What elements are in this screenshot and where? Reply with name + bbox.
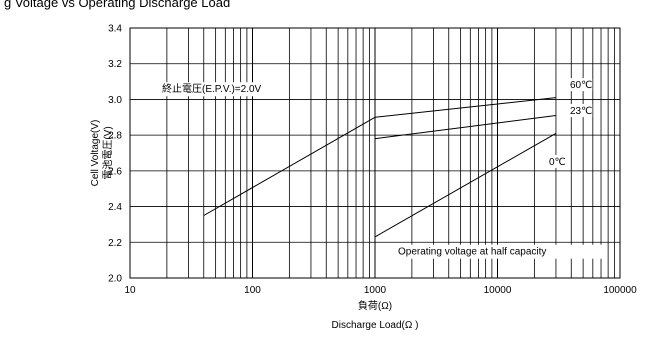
operating-annotation: Operating voltage at half capacity	[398, 247, 546, 258]
series-label-60c: 60℃	[570, 80, 592, 91]
y-tick-label: 2.2	[108, 238, 122, 249]
y-tick-labels: 2.0 2.2 2.4 2.6 2.8 3.0 3.2 3.4	[108, 24, 122, 285]
y-tick-label: 3.2	[108, 59, 122, 70]
epv-annotation-bg	[159, 82, 288, 97]
x-axis-label: 負荷(Ω)	[358, 300, 392, 312]
series-label-60c-bg	[567, 78, 593, 92]
series-label-23c: 23℃	[570, 106, 592, 117]
series-line-3	[203, 116, 376, 216]
x-tick-label: 100	[244, 285, 261, 296]
series-line-1	[374, 115, 556, 140]
y-tick-label: 2.6	[108, 166, 122, 177]
epv-annotation: 終止電圧(E.P.V.)=2.0V	[162, 82, 262, 95]
y-axis-label: 電池電圧(V)	[101, 126, 114, 179]
series-label-23c-bg	[567, 104, 593, 118]
operating-annotation-bg	[393, 244, 604, 259]
x-tick-label: 10000	[484, 285, 512, 296]
x-axis-label-en: Discharge Load(Ω )	[332, 320, 419, 331]
annotation-layer: 負荷(Ω) Discharge Load(Ω ) Cell Voltage(V) 電池…	[90, 78, 604, 331]
page-title: g Voltage vs Operating Discharge Load	[4, 0, 231, 10]
y-tick-label: 2.8	[108, 131, 122, 142]
series-layer	[203, 97, 557, 238]
x-tick-label: 1000	[364, 285, 387, 296]
y-tick-label: 2.0	[108, 274, 122, 285]
x-tick-label: 100000	[603, 285, 637, 296]
y-axis-label-en: Cell Voltage(V)	[90, 120, 101, 187]
series-line-2	[374, 132, 557, 238]
series-line-0	[374, 97, 556, 118]
y-tick-label: 3.0	[108, 95, 122, 106]
series-label-0c: 0℃	[549, 157, 566, 168]
y-tick-label: 3.4	[108, 24, 122, 35]
x-tick-labels: 10 100 1000 10000 100000	[124, 285, 637, 296]
x-tick-label: 10	[124, 285, 136, 296]
plot-frame	[129, 27, 621, 279]
y-tick-label: 2.4	[108, 202, 122, 213]
vertical-gridlines	[166, 28, 615, 278]
series-label-0c-bg	[546, 154, 565, 168]
